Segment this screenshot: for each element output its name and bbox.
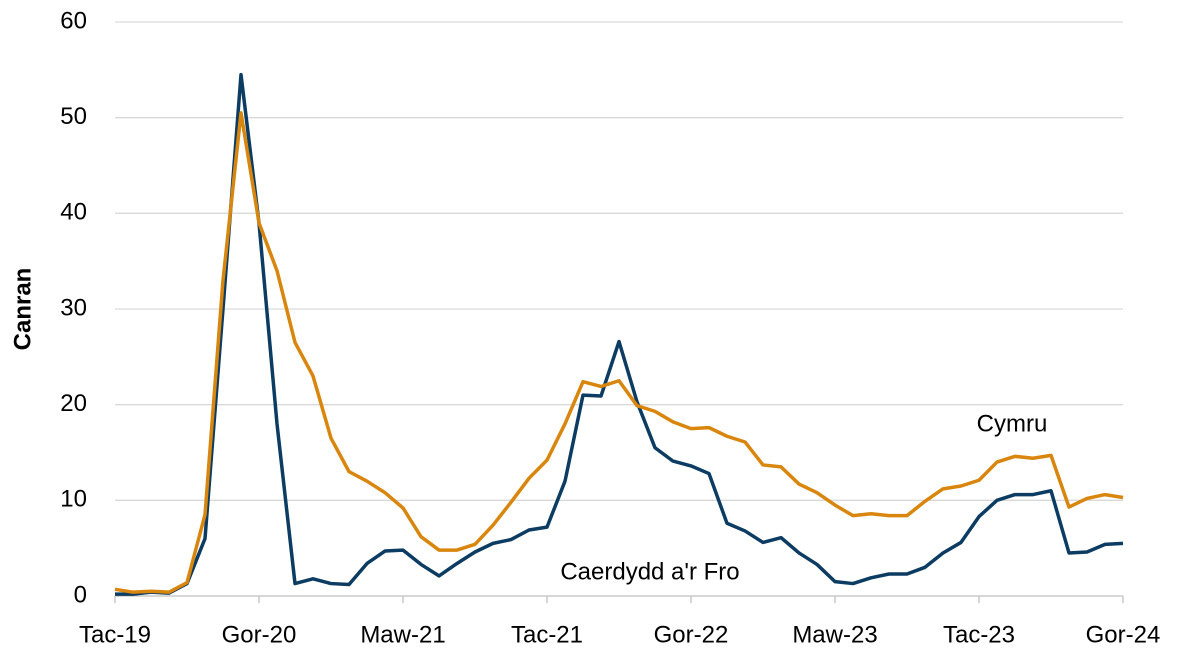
y-tick-label: 50 <box>60 103 87 130</box>
x-tick-label: Maw-23 <box>792 621 877 648</box>
series-line <box>115 72 1124 596</box>
x-tick-label: Gor-22 <box>654 621 729 648</box>
y-axis-label: Canran <box>9 268 36 351</box>
series-line <box>114 111 1124 594</box>
series-label: Caerdydd a'r Fro <box>560 558 739 585</box>
y-tick-label: 30 <box>60 294 87 321</box>
y-tick-label: 0 <box>74 581 87 608</box>
series-label: Cymru <box>977 410 1048 437</box>
y-tick-label: 40 <box>60 199 87 226</box>
x-tick-label: Gor-20 <box>222 621 297 648</box>
x-tick-label: Tac-23 <box>943 621 1015 648</box>
x-tick-label: Tac-19 <box>79 621 151 648</box>
y-tick-label: 20 <box>60 390 87 417</box>
x-tick-label: Tac-21 <box>511 621 583 648</box>
x-tick-label: Maw-21 <box>360 621 445 648</box>
y-tick-label: 10 <box>60 486 87 513</box>
y-tick-label: 60 <box>60 7 87 34</box>
x-tick-label: Gor-24 <box>1086 621 1161 648</box>
